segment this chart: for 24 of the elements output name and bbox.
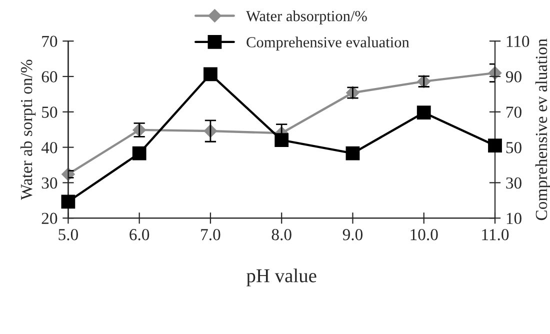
x-tick-label: 7.0 xyxy=(201,229,220,240)
x-tick-label: 8.0 xyxy=(272,229,292,240)
y-tick-label: 60 xyxy=(42,71,58,82)
y-tick-label: 40 xyxy=(41,142,58,154)
y2-tick-label: 110 xyxy=(506,36,530,48)
y-tick-label: 70 xyxy=(42,36,58,48)
x-tick-label: 10.0 xyxy=(410,229,438,240)
x-tick-label: 9.0 xyxy=(342,229,363,240)
y-tick-label: 20 xyxy=(42,212,58,224)
y-tick-label: 30 xyxy=(42,177,58,189)
x-tick-label: 11.0 xyxy=(482,229,509,240)
y2-tick-label: 70 xyxy=(506,106,522,118)
y-tick-label: 50 xyxy=(42,106,58,118)
y-axis-title: Water ab sorpti on/% xyxy=(20,60,36,200)
x-axis-title: pH value xyxy=(246,268,316,286)
x-tick-label: 6.0 xyxy=(130,229,150,240)
legend-label: Comprehensive evaluation xyxy=(246,36,410,51)
x-tick-label: 5.0 xyxy=(58,229,78,240)
y2-axis-title: Comprehensive ev aluation xyxy=(535,38,550,220)
y2-tick-label: 90 xyxy=(506,71,522,82)
y2-tick-label: 10 xyxy=(506,212,522,224)
y2-tick-label: 50 xyxy=(506,142,522,154)
legend-label: Water absorption/% xyxy=(246,10,367,24)
y2-tick-label: 30 xyxy=(506,177,522,189)
